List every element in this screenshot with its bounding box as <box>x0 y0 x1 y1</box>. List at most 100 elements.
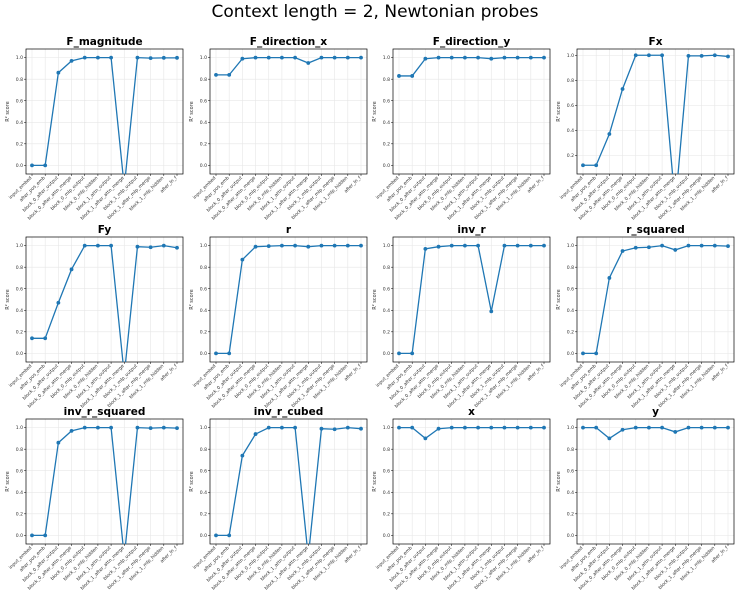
subplot-Fy: 0.00.20.40.60.81.0input_embedafter_pos_e… <box>5 224 184 409</box>
data-point <box>502 425 507 430</box>
y-tick-label: 0.8 <box>16 447 23 453</box>
y-tick-label: 0.8 <box>567 447 574 453</box>
data-point <box>332 427 337 432</box>
data-point <box>135 425 140 430</box>
data-point <box>397 425 401 430</box>
axes-frame <box>25 418 184 545</box>
data-point <box>581 425 585 430</box>
data-point <box>423 56 428 61</box>
data-point <box>449 243 454 248</box>
series-line <box>32 426 178 544</box>
data-point <box>660 243 664 248</box>
data-point <box>620 249 625 253</box>
data-point <box>148 426 153 431</box>
y-tick-label: 0.4 <box>16 308 23 314</box>
data-point <box>319 243 324 248</box>
data-point <box>96 425 100 430</box>
data-point <box>280 55 284 60</box>
y-tick-label: 0.6 <box>567 468 574 474</box>
y-tick-label: 0.0 <box>567 533 574 539</box>
subplot-title: y <box>652 406 659 418</box>
data-point <box>96 55 100 60</box>
series-line <box>32 56 177 174</box>
data-point <box>410 351 415 356</box>
data-point <box>397 74 401 78</box>
axes-frame <box>25 236 184 363</box>
data-point <box>581 351 585 356</box>
y-tick-label: 0.8 <box>16 265 23 271</box>
y-tick-label: 0.0 <box>383 351 390 357</box>
y-tick-label: 0.2 <box>16 141 23 147</box>
y-tick-label: 0.8 <box>567 78 574 84</box>
data-point <box>686 53 691 58</box>
data-point <box>240 56 245 61</box>
data-point <box>161 243 166 248</box>
subplot-r_squared: 0.00.20.40.60.81.0input_embedafter_pos_e… <box>556 224 735 409</box>
y-tick-label: 1.0 <box>200 425 207 431</box>
y-tick-label: 0.0 <box>383 163 390 169</box>
series-line <box>399 426 544 440</box>
data-point <box>175 426 179 431</box>
data-point <box>43 533 48 538</box>
subplot-r: 0.00.20.40.60.81.0input_embedafter_pos_e… <box>189 224 368 409</box>
data-point <box>594 163 599 168</box>
data-point <box>726 54 730 59</box>
y-tick-label: 0.0 <box>200 351 207 357</box>
x-tick-label: input_embed <box>559 545 585 571</box>
data-point <box>726 425 730 430</box>
subplot-x: 0.00.20.40.60.81.0input_embedafter_pos_e… <box>372 406 551 591</box>
data-point <box>30 163 34 168</box>
data-point <box>647 245 651 250</box>
data-point <box>686 243 691 248</box>
data-point <box>148 245 153 250</box>
data-point <box>214 533 218 538</box>
data-point <box>69 58 74 63</box>
data-point <box>319 426 324 431</box>
data-point <box>502 55 507 60</box>
data-point <box>528 55 533 60</box>
data-point <box>319 55 324 60</box>
data-point <box>489 56 494 61</box>
x-tick-label: input_embed <box>192 545 218 571</box>
data-point <box>266 55 271 60</box>
y-tick-label: 0.2 <box>200 141 207 147</box>
data-point <box>528 425 533 430</box>
y-tick-label: 0.2 <box>567 153 574 159</box>
y-tick-label: 0.6 <box>567 286 574 292</box>
y-tick-label: 0.2 <box>383 141 390 147</box>
data-point <box>436 426 441 431</box>
data-point <box>214 72 218 77</box>
subplot-title: r_squared <box>626 224 685 236</box>
y-tick-label: 0.8 <box>383 265 390 271</box>
y-tick-label: 0.4 <box>383 308 390 314</box>
y-tick-label: 0.2 <box>383 511 390 517</box>
subplot-F_direction_y: 0.00.20.40.60.81.0input_embedafter_pos_e… <box>372 36 551 221</box>
series-line <box>216 244 361 355</box>
y-tick-label: 0.4 <box>567 490 574 496</box>
data-point <box>463 55 467 60</box>
data-point <box>594 351 599 356</box>
data-point <box>410 74 415 78</box>
data-point <box>673 430 678 434</box>
data-point <box>594 425 599 430</box>
y-tick-label: 1.0 <box>200 55 207 61</box>
x-tick-label: input_embed <box>8 175 34 201</box>
y-tick-label: 0.0 <box>16 163 23 169</box>
figure-title: Context length = 2, Newtonian probes <box>211 2 539 22</box>
axes-frame <box>576 48 735 175</box>
y-axis-label: R² score <box>372 101 378 122</box>
data-point <box>673 248 678 252</box>
data-point <box>449 425 454 430</box>
data-point <box>712 53 717 58</box>
data-point <box>43 163 48 168</box>
data-point <box>161 425 166 430</box>
data-point <box>581 163 585 168</box>
y-tick-label: 0.4 <box>16 490 23 496</box>
data-point <box>463 425 467 430</box>
y-tick-label: 0.4 <box>567 128 574 134</box>
subplot-inv_r_squared: 0.00.20.40.60.81.0input_embedafter_pos_e… <box>5 406 184 591</box>
series-line <box>583 244 729 355</box>
y-tick-label: 0.6 <box>200 286 207 292</box>
y-tick-label: 0.2 <box>383 329 390 335</box>
subplot-title: Fx <box>649 36 663 48</box>
